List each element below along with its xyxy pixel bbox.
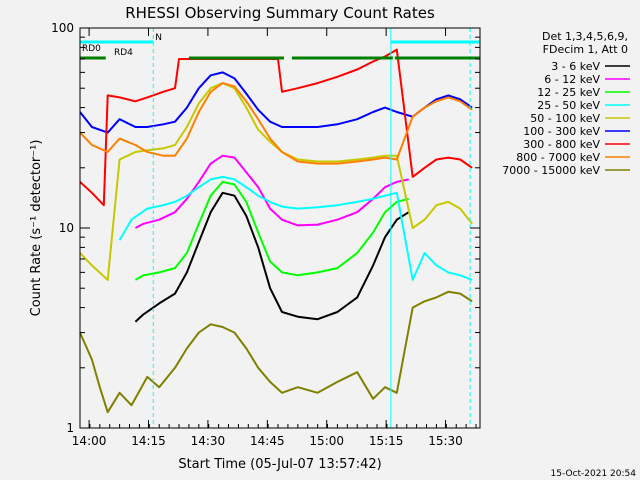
x-tick-label-2: 14:30 bbox=[191, 434, 226, 448]
flag-layer: RD0 RD4 N bbox=[80, 33, 480, 60]
y-axis-label: Count Rate (s⁻¹ detector⁻¹) bbox=[29, 140, 44, 317]
legend-label-8: 7000 - 15000 keV bbox=[502, 164, 600, 177]
x-tick-label-5: 15:15 bbox=[369, 434, 404, 448]
y-tick-label-1: 10 bbox=[59, 221, 74, 235]
timestamp: 15-Oct-2021 20:54 bbox=[551, 469, 637, 479]
flag-text-n: N bbox=[155, 33, 162, 43]
x-tick-label-0: 14:00 bbox=[72, 434, 107, 448]
legend-header-line-1: Det 1,3,4,5,6,9, bbox=[542, 30, 628, 43]
legend-label-4: 50 - 100 keV bbox=[530, 112, 600, 125]
axis-layer: 14:00 14:15 14:30 14:45 15:00 15:15 15:30 1 10 10… bbox=[51, 21, 480, 448]
flag-label-rd4: RD4 bbox=[114, 48, 133, 58]
series-line-8 bbox=[79, 290, 473, 414]
series-line-2 bbox=[134, 180, 409, 281]
series-line-7 bbox=[79, 82, 473, 165]
legend-label-3: 25 - 50 keV bbox=[537, 99, 600, 112]
legend-label-5: 100 - 300 keV bbox=[523, 125, 600, 138]
y-tick-label-2: 100 bbox=[51, 21, 74, 35]
y-tick-label-0: 1 bbox=[66, 421, 74, 435]
x-tick-label-6: 15:30 bbox=[428, 434, 463, 448]
legend-label-2: 12 - 25 keV bbox=[537, 86, 600, 99]
x-tick-label-3: 14:45 bbox=[250, 434, 285, 448]
x-axis-label: Start Time (05-Jul-07 13:57:42) bbox=[178, 457, 381, 472]
legend-label-1: 6 - 12 keV bbox=[544, 73, 600, 86]
legend-label-6: 300 - 800 keV bbox=[523, 138, 600, 151]
legend-label-0: 3 - 6 keV bbox=[551, 60, 600, 73]
x-tick-label-4: 15:00 bbox=[309, 434, 344, 448]
legend-label-7: 800 - 7000 keV bbox=[516, 151, 600, 164]
series-line-1 bbox=[134, 154, 409, 229]
series-layer bbox=[79, 48, 473, 414]
series-line-3 bbox=[118, 175, 473, 281]
chart-title: RHESSI Observing Summary Count Rates bbox=[125, 4, 435, 22]
series-line-0 bbox=[134, 191, 410, 323]
legend-header-line-2: FDecim 1, Att 0 bbox=[543, 43, 628, 56]
x-tick-label-1: 14:15 bbox=[131, 434, 166, 448]
flag-label-rd0: RD0 bbox=[82, 44, 101, 54]
